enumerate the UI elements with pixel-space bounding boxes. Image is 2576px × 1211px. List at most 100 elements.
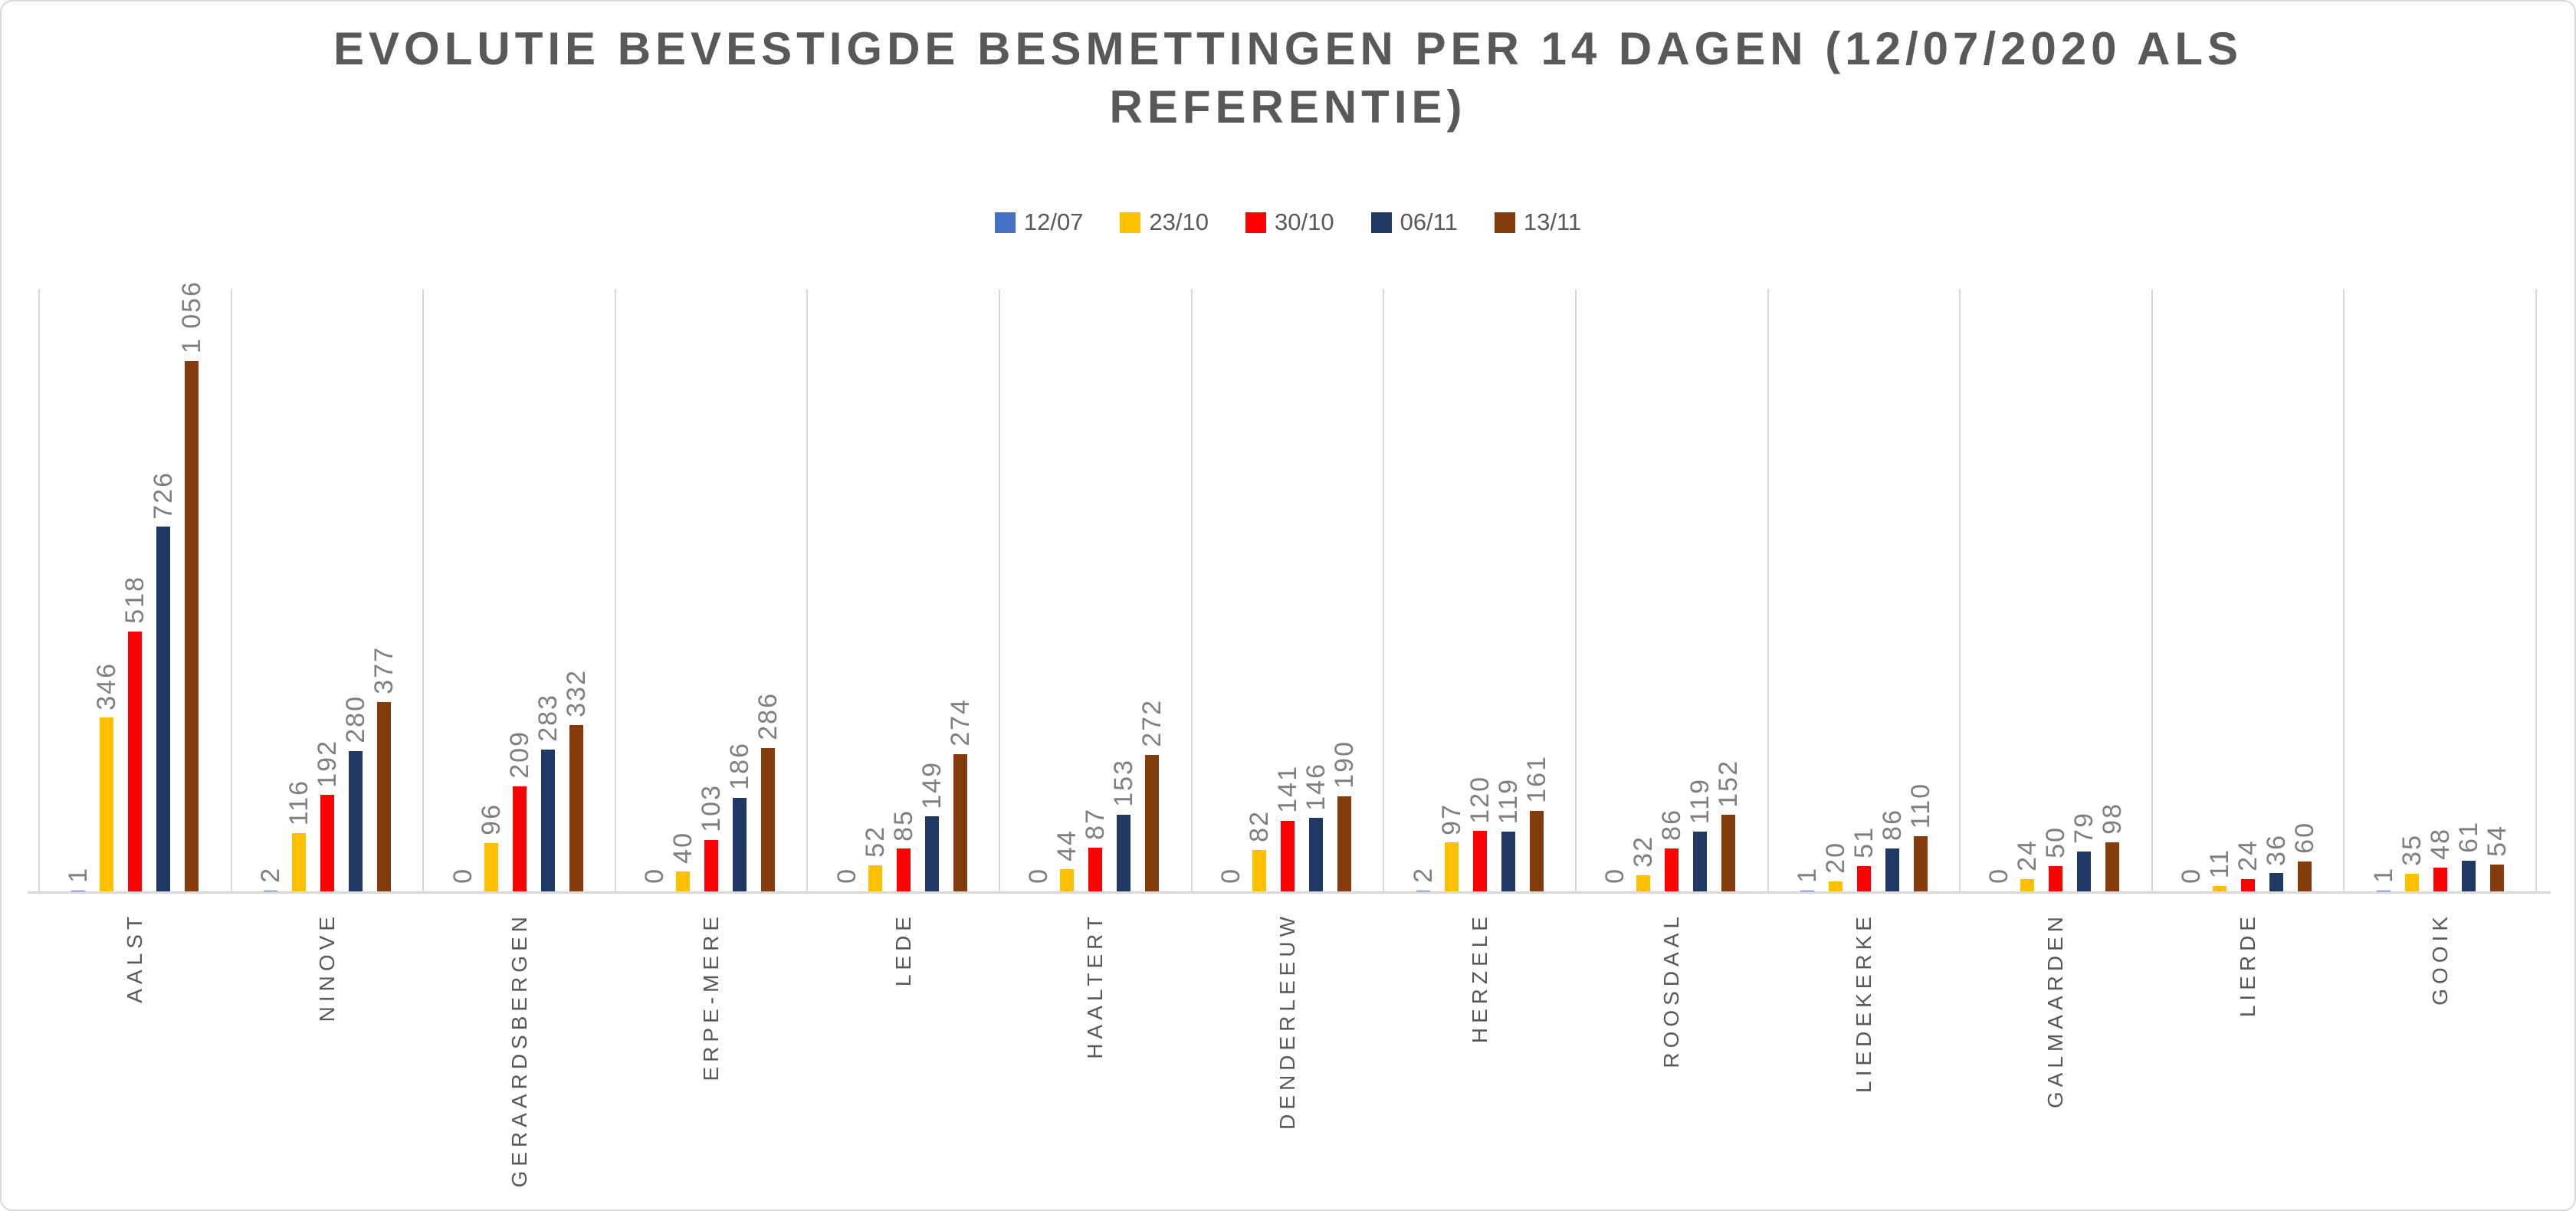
bar-value-label: 0 <box>640 868 670 884</box>
bar-value-label: 116 <box>284 779 313 826</box>
bar <box>1856 865 1871 891</box>
bar <box>1693 832 1708 891</box>
category-gridline <box>1959 289 1961 891</box>
legend-item: 23/10 <box>1120 208 1209 236</box>
category-gridline <box>614 289 616 891</box>
legend-item: 12/07 <box>994 208 1083 236</box>
category-label: AALST <box>123 912 147 1003</box>
bar-value-label: 40 <box>668 831 698 864</box>
bar-value-label: 1 <box>64 867 94 884</box>
bar-value-label: 146 <box>1301 762 1331 811</box>
bar-value-label: 36 <box>2262 833 2292 866</box>
bar-value-label: 0 <box>2177 868 2207 884</box>
bar-group: 0 44 87 153 272 <box>999 289 1192 891</box>
bar-value-label: 98 <box>2098 802 2128 835</box>
bar-value-label: 149 <box>917 760 947 809</box>
category-gridline <box>2343 289 2345 891</box>
bar-value-label: 0 <box>448 868 477 884</box>
bar <box>1472 831 1487 891</box>
category-label: LEDE <box>891 912 915 987</box>
bar <box>2489 864 2504 891</box>
bar <box>348 750 363 891</box>
category-label: GALMAARDEN <box>2043 912 2068 1109</box>
bar-value-label: 272 <box>1137 699 1167 747</box>
legend-item: 06/11 <box>1370 208 1458 236</box>
bar-value-label: 0 <box>1984 868 2014 884</box>
bar-value-label: 1 056 <box>177 281 207 354</box>
bar <box>1280 820 1295 891</box>
legend-color-swatch <box>1370 212 1392 233</box>
bar <box>569 724 583 891</box>
bar <box>2298 861 2312 891</box>
bar-value-label: 161 <box>1521 754 1551 803</box>
bar-value-label: 283 <box>533 693 563 742</box>
bar-value-label: 54 <box>2482 824 2512 857</box>
chart-title-line-1: EVOLUTIE BEVESTIGDE BESMETTINGEN PER 14 … <box>333 23 2243 74</box>
legend-label: 13/11 <box>1523 208 1582 235</box>
bar-value-label: 192 <box>312 739 342 788</box>
bar-value-label: 85 <box>888 809 918 842</box>
legend: 12/07 23/10 30/10 06/11 13/11 <box>0 208 2576 236</box>
bar <box>1145 754 1160 891</box>
x-axis-line <box>28 891 2551 894</box>
bar <box>1252 850 1266 891</box>
bar <box>1913 835 1928 891</box>
bar-value-label: 286 <box>753 691 783 740</box>
plot-area: 1 346 518 726 1 056 2 116 192 280 377 0 96 209 283 332… <box>38 281 2537 891</box>
category-label: ROOSDAAL <box>1659 912 1684 1068</box>
bar-group: 1 35 48 61 54 <box>2344 289 2536 891</box>
category-label: LIEDEKERKE <box>1851 912 1875 1093</box>
bar-group: 0 40 103 186 286 <box>615 289 808 891</box>
category-label: HERZELE <box>1467 912 1491 1044</box>
bar-value-label: 52 <box>860 825 890 858</box>
bar <box>761 747 776 891</box>
bar-value-label: 35 <box>2397 834 2427 867</box>
bar-value-label: 141 <box>1272 764 1302 813</box>
bar <box>896 848 911 891</box>
bar-value-label: 1 <box>1792 867 1822 884</box>
bar <box>1501 832 1515 891</box>
bar-value-label: 0 <box>1024 868 1054 884</box>
bar-value-label: 119 <box>1685 777 1715 825</box>
bar-value-label: 96 <box>476 803 506 836</box>
bar-value-label: 280 <box>340 694 370 743</box>
bar <box>924 816 939 891</box>
bar <box>2241 879 2256 891</box>
bar <box>2213 885 2227 891</box>
bar-value-label: 82 <box>1244 810 1274 843</box>
bar-group: 2 97 120 119 161 <box>1383 289 1576 891</box>
bar <box>1337 796 1351 891</box>
bar-value-label: 0 <box>1216 868 1245 884</box>
bar-value-label: 79 <box>2069 812 2099 845</box>
bar-value-label: 24 <box>2013 839 2043 872</box>
bar <box>1060 869 1075 891</box>
bar <box>2433 867 2447 891</box>
bar-value-label: 332 <box>561 668 591 717</box>
bar-value-label: 0 <box>1600 868 1630 884</box>
bar-value-label: 97 <box>1436 802 1466 835</box>
bar-value-label: 51 <box>1849 825 1879 858</box>
category-gridline <box>999 289 1001 891</box>
bar-group: 0 24 50 79 98 <box>1960 289 2152 891</box>
legend-item: 13/11 <box>1494 208 1582 236</box>
category-gridline <box>1574 289 1577 891</box>
bar-group: 0 82 141 146 190 <box>1192 289 1384 891</box>
category-gridline <box>1767 289 1769 891</box>
bar-value-label: 32 <box>1629 835 1659 868</box>
bar <box>185 361 199 891</box>
legend-label: 23/10 <box>1149 208 1209 235</box>
category-label: GERAARDSBERGEN <box>507 912 531 1188</box>
bar-group: 0 52 85 149 274 <box>807 289 999 891</box>
bar <box>1665 848 1679 891</box>
bar-value-label: 346 <box>92 661 122 711</box>
bar <box>704 839 719 891</box>
bar <box>1117 814 1131 891</box>
bar <box>868 865 882 891</box>
bar-value-label: 186 <box>725 742 755 791</box>
bar-value-label: 2 <box>255 866 285 883</box>
bar <box>376 702 391 891</box>
bar-group: 0 32 86 119 152 <box>1576 289 1768 891</box>
bar-value-label: 119 <box>1493 777 1523 825</box>
bar-group: 2 116 192 280 377 <box>231 289 424 891</box>
